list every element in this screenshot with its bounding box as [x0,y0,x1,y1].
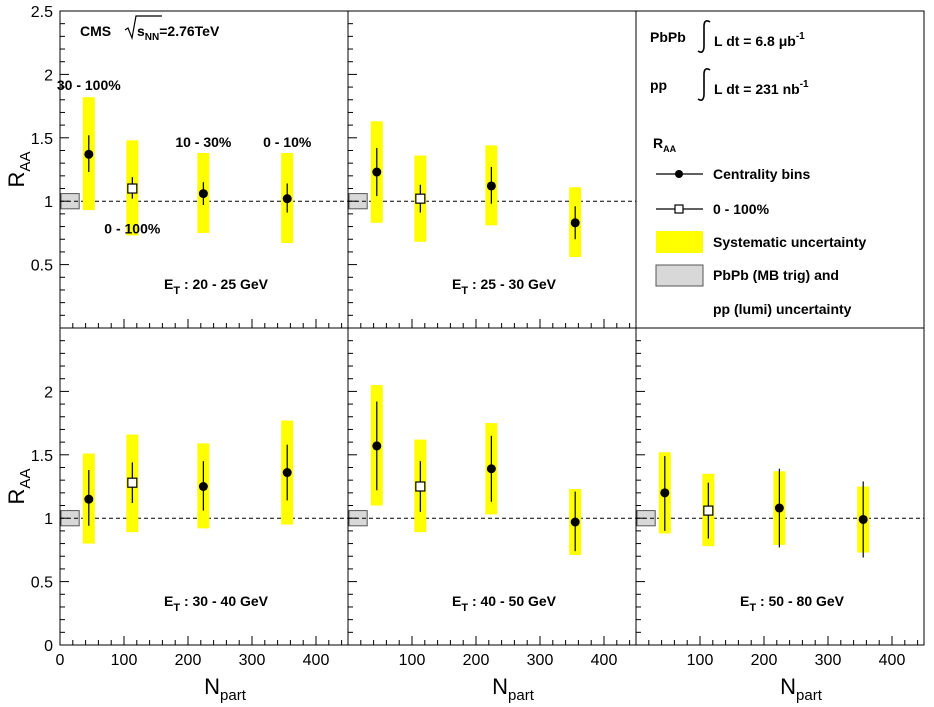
y-tick-label: 0.5 [31,575,53,592]
x-tick-label: 200 [751,652,778,669]
et-bin-label: ET : 50 - 80 GeV [740,593,845,614]
x-axis-title: Npart [204,674,247,704]
sqrt-sign [124,15,162,41]
experiment-label: CMS [80,23,111,39]
et-bin-label: ET : 40 - 50 GeV [452,593,557,614]
x-axis-title: Npart [780,674,823,704]
data-point-minbias [127,477,138,488]
data-point-centrality [774,503,784,513]
x-tick-label: 200 [463,652,490,669]
x-tick-label: 300 [815,652,842,669]
y-axis-title: RAA [4,469,34,505]
x-axis-1: 0 100 200 300 400 Npart [56,652,330,704]
x-tick-label: 300 [527,652,554,669]
lumi-value: L dt = 231 nb-1 [714,79,809,97]
legend-lumi-box [655,264,704,287]
x-axis-3: 100 200 300 400 Npart [687,652,906,704]
data-point-centrality [198,189,208,199]
legend-label: Systematic uncertainty [713,234,866,250]
legend-pad: PbPb L dt = 6.8 μb-1 pp L dt = 231 nb-1 RAA C… [635,10,925,329]
data-point-centrality [282,194,292,204]
y-axis-1: 0.5 1 1.5 2 2.5 RAA [4,4,53,275]
panel-2: ET : 25 - 30 GeV [347,10,637,329]
y-tick-label: 0.5 [31,258,53,275]
centrality-label: 0 - 100% [104,220,161,236]
x-tick-label: 300 [239,652,266,669]
data-point-centrality [84,494,94,504]
data-point-centrality [570,218,580,228]
x-tick-label: 100 [399,652,426,669]
legend-label: pp (lumi) uncertainty [713,301,852,317]
data-point-minbias [415,193,426,204]
x-tick-label: 100 [687,652,714,669]
integral-sign [697,20,711,53]
energy-label: sNN=2.76TeV [137,23,220,43]
x-axis-2: 100 200 300 400 Npart [399,652,618,704]
data-point-minbias [127,183,138,194]
panel-3: ET : 30 - 40 GeV [59,327,349,646]
data-point-centrality [282,468,292,478]
y-tick-label: 1.5 [31,448,53,465]
panel-1-annotations: CMS sNN=2.76TeV 30 - 100% 0 - 100% 10 - 30% 0… [57,15,312,236]
data-point-centrality [486,464,496,474]
y-tick-label: 1.5 [31,131,53,148]
y-axis-title: RAA [4,152,34,188]
legend-systematic-box [656,231,703,253]
et-bin-label: ET : 20 - 25 GeV [164,276,269,297]
lumi-system: PbPb [650,29,686,45]
data-point-centrality [858,514,868,524]
legend-marker-circle [675,170,683,178]
y-tick-label: 1 [44,511,53,528]
y-tick-label: 0 [44,638,53,655]
data-point-centrality [198,482,208,491]
legend-header: RAA [653,135,677,154]
x-tick-label: 400 [303,652,330,669]
lumi-value: L dt = 6.8 μb-1 [714,31,805,49]
data-point-centrality [84,149,94,159]
panel-4: ET : 40 - 50 GeV [347,327,637,646]
legend-label: PbPb (MB trig) and [713,267,839,283]
centrality-label: 0 - 10% [263,134,312,150]
panels-layer: ET : 20 - 25 GeV ET : 25 - 30 GeV ET : 30 … [57,10,925,646]
data-point-minbias [415,481,426,492]
axes-layer: 0.5 1 1.5 2 2.5 RAA 0 0.5 1 1.5 2 RAA 0 100 200 300 400 N… [4,4,905,704]
x-tick-label: 100 [111,652,138,669]
y-tick-label: 2.5 [31,4,53,21]
panel-1: ET : 20 - 25 GeV [59,10,349,329]
legend-label: Centrality bins [713,166,810,182]
data-point-centrality [660,488,670,498]
et-bin-label: ET : 25 - 30 GeV [452,276,557,297]
data-point-minbias [703,505,714,516]
y-axis-2: 0 0.5 1 1.5 2 RAA [4,384,53,655]
y-tick-label: 2 [44,384,53,401]
data-point-centrality [372,441,382,451]
data-point-centrality [486,181,496,191]
lumi-system: pp [650,77,667,93]
data-point-centrality [372,167,382,177]
legend-marker-square [674,204,684,214]
x-axis-title: Npart [492,674,535,704]
centrality-label: 10 - 30% [175,134,232,150]
y-tick-label: 2 [44,67,53,84]
legend-label: 0 - 100% [713,201,770,217]
data-point-centrality [570,517,580,527]
integral-sign [697,68,711,101]
x-tick-label: 0 [56,652,65,669]
y-tick-label: 1 [44,194,53,211]
x-tick-label: 200 [175,652,202,669]
x-tick-label: 400 [591,652,618,669]
panel-5: ET : 50 - 80 GeV [635,327,925,646]
centrality-label: 30 - 100% [57,77,121,93]
x-tick-label: 400 [879,652,906,669]
et-bin-label: ET : 30 - 40 GeV [164,593,269,614]
